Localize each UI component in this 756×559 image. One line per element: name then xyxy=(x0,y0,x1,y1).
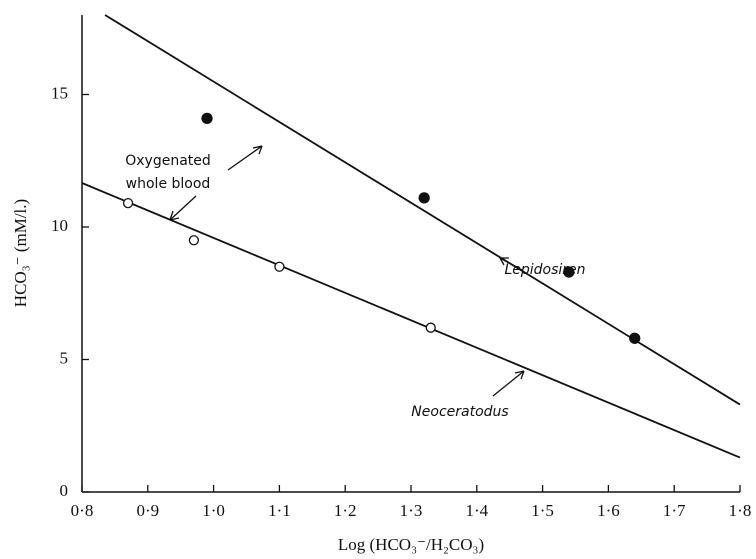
annotation: Oxygenated xyxy=(125,153,211,169)
point xyxy=(425,322,436,333)
point xyxy=(201,112,213,124)
fit-line xyxy=(104,14,741,406)
x-tick-label: 1·8 xyxy=(729,501,752,520)
x-tick-label: 1·3 xyxy=(400,501,423,520)
annotation: whole blood xyxy=(126,176,211,192)
x-tick-label: 1·1 xyxy=(268,501,291,520)
point xyxy=(629,332,641,344)
x-tick-label: 0·9 xyxy=(136,501,159,520)
arrows xyxy=(169,145,525,397)
x-tick-label: 1·7 xyxy=(663,501,686,520)
x-tick-label: 0·8 xyxy=(71,501,94,520)
arrow xyxy=(492,370,525,397)
point xyxy=(563,266,575,278)
fit-line xyxy=(81,182,741,459)
y-tick-label: 10 xyxy=(51,216,68,235)
arrow xyxy=(169,195,197,221)
x-tick-label: 1·0 xyxy=(202,501,225,520)
point xyxy=(122,197,134,209)
series-label: Neoceratodus xyxy=(411,404,508,420)
y-tick-label: 15 xyxy=(51,83,68,102)
arrow-head xyxy=(252,145,263,155)
point xyxy=(418,192,430,204)
x-tick-label: 1·2 xyxy=(334,501,357,520)
y-tick-label: 5 xyxy=(60,348,69,367)
y-tick-label: 0 xyxy=(60,481,69,500)
x-tick-label: 1·4 xyxy=(465,501,488,520)
y-axis-label: HCO₃⁻ (mM/l.) xyxy=(11,199,30,307)
x-tick-label: 1·6 xyxy=(597,501,620,520)
arrow-head xyxy=(514,370,525,380)
point xyxy=(274,261,285,272)
x-axis-label: Log (HCO₃⁻/H₂CO₃) xyxy=(338,535,484,554)
arrow xyxy=(227,145,263,171)
x-tick-label: 1·5 xyxy=(531,501,554,520)
point xyxy=(188,235,200,246)
